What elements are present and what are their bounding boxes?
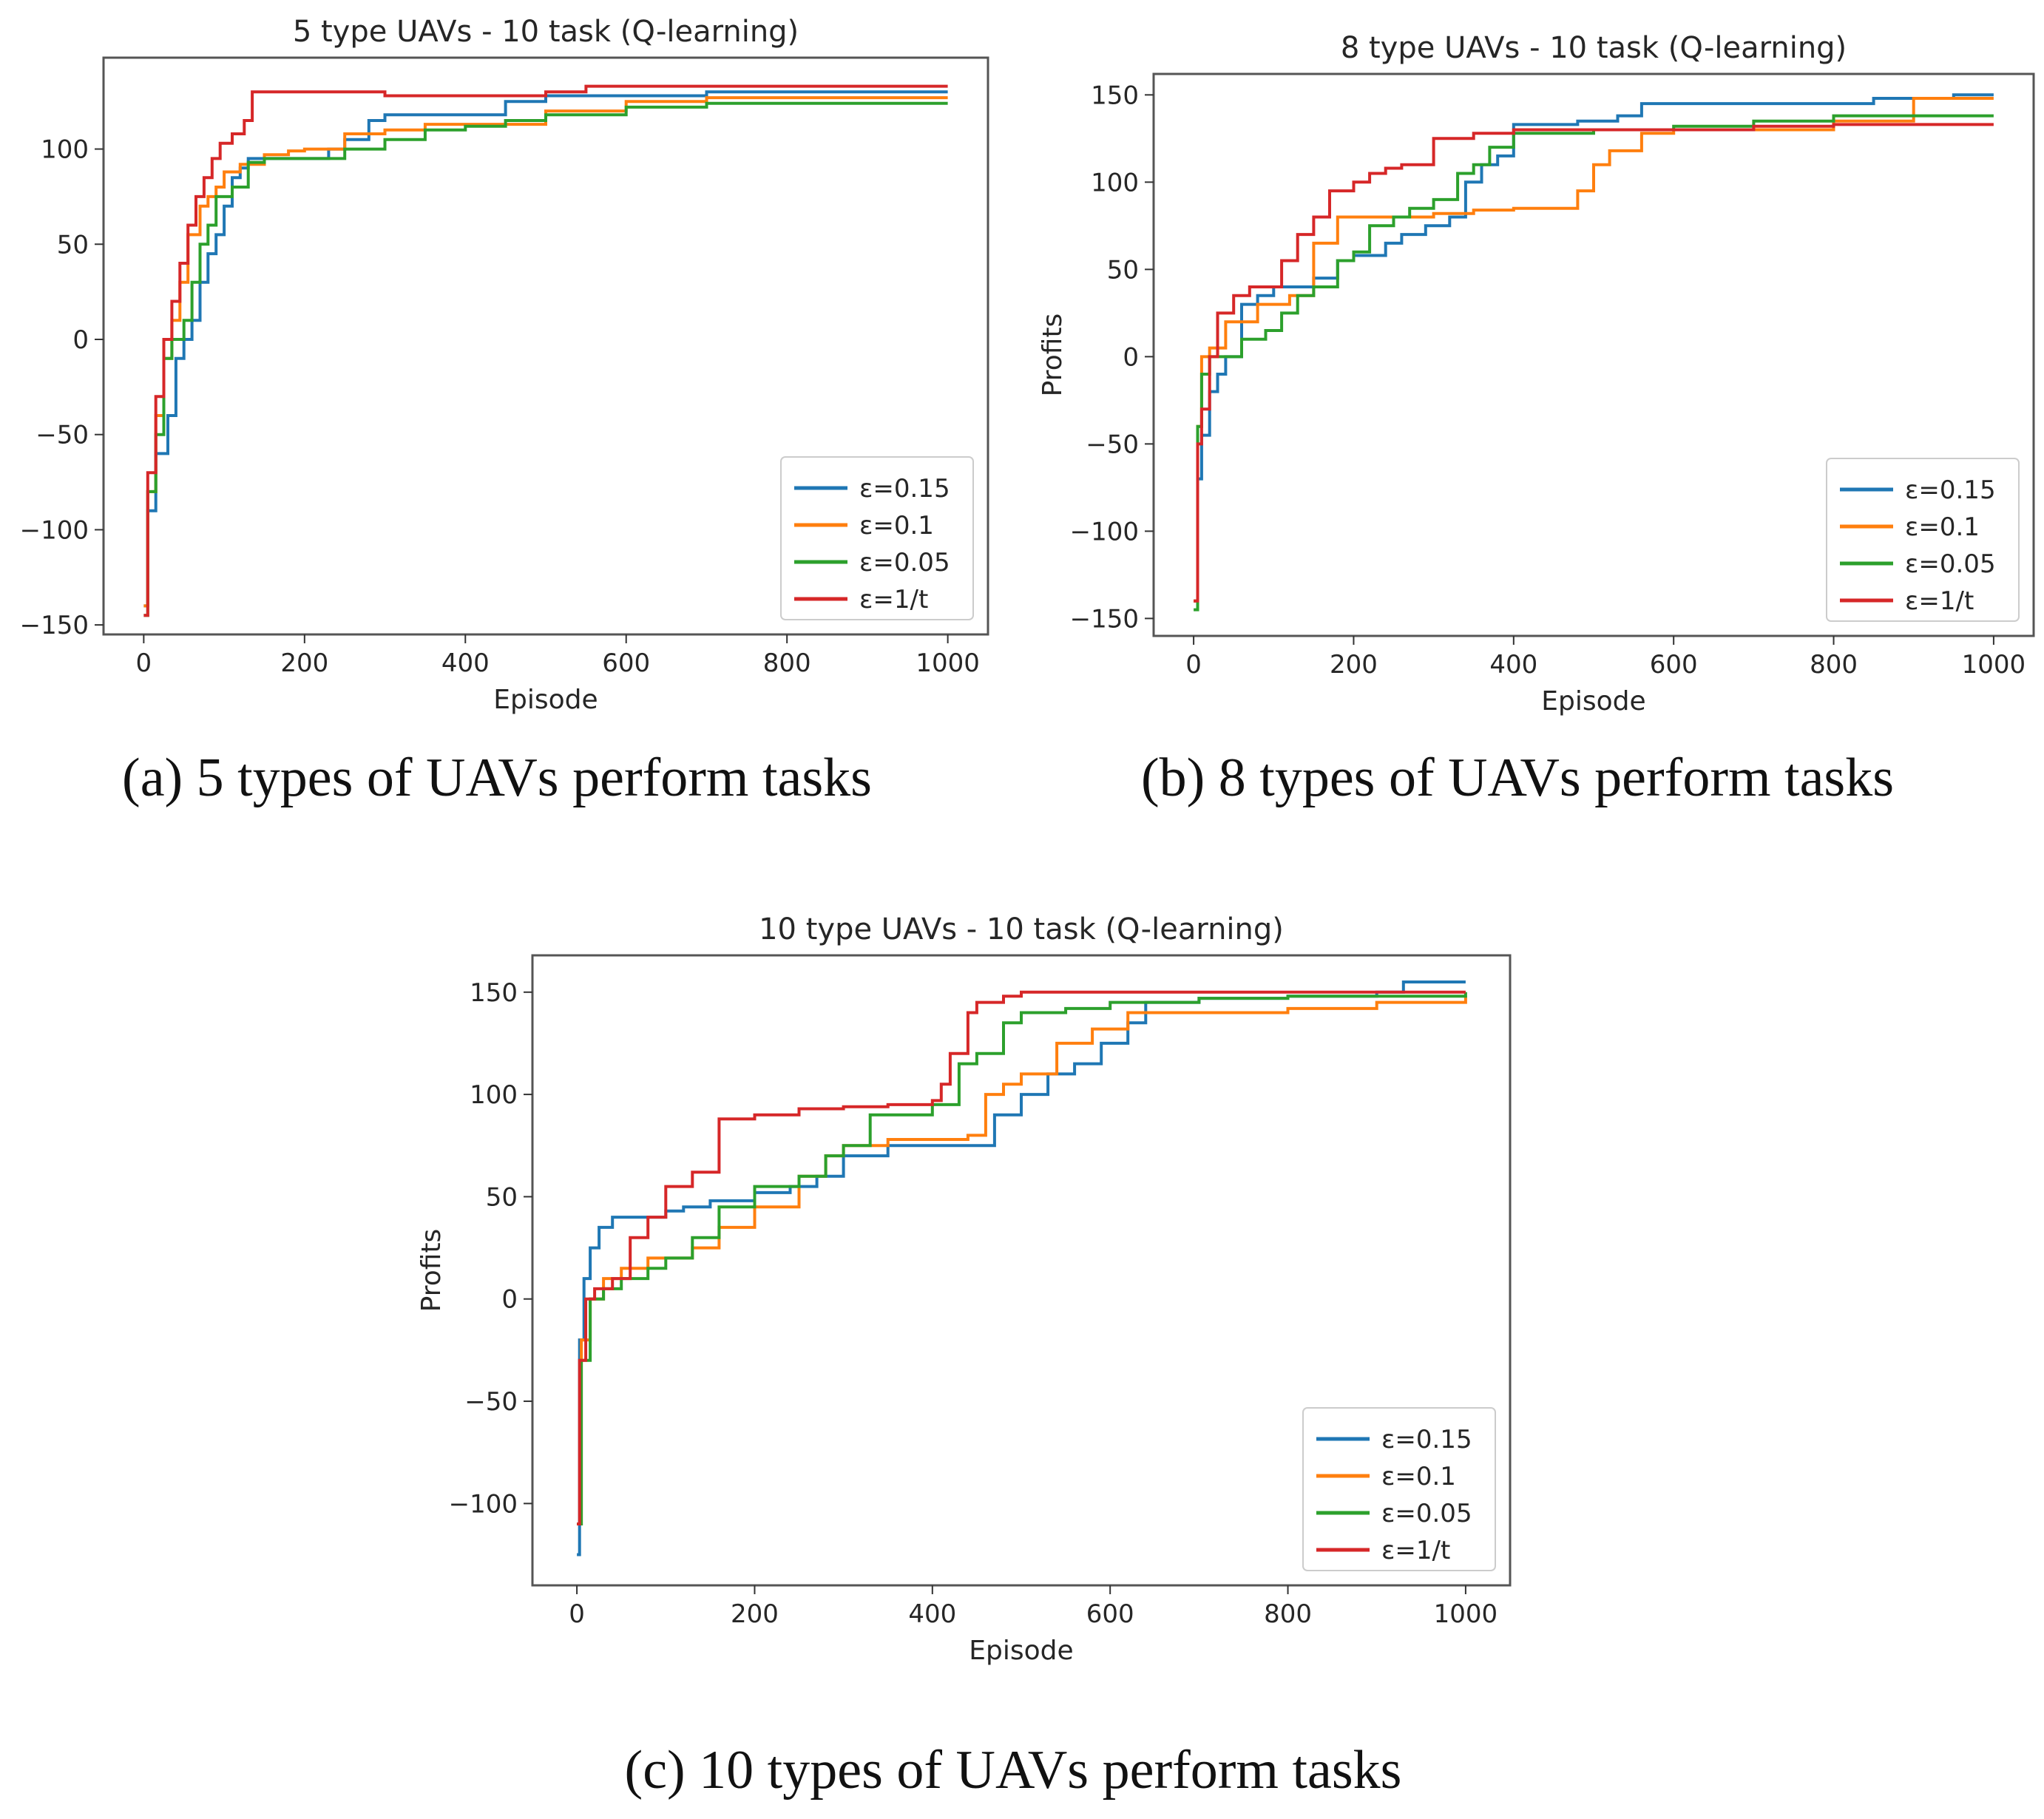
y-tick-label: 100	[470, 1080, 518, 1110]
chart-b: 8 type UAVs - 10 task (Q-learning) 0 200 40…	[1038, 31, 2035, 717]
legend-entry-4: ε=1/t	[859, 585, 928, 614]
caption-a: (a) 5 types of UAVs perform tasks	[122, 748, 872, 808]
series-line-4	[1194, 123, 1994, 603]
x-axis-label: Episode	[969, 1636, 1073, 1666]
legend-entry-1: ε=0.15	[1905, 475, 1996, 505]
y-tick-label: −50	[464, 1387, 518, 1417]
y-tick-label: −50	[35, 421, 89, 450]
y-tick-label: 0	[501, 1285, 518, 1315]
y-axis-label: Profits	[1038, 314, 1068, 397]
y-tick-label: 100	[41, 135, 89, 165]
legend-box	[1826, 458, 2020, 622]
chart-title: 8 type UAVs - 10 task (Q-learning)	[1341, 31, 1847, 65]
series-line-4	[143, 84, 948, 617]
series-line-1	[1194, 93, 1994, 603]
legend-box	[1302, 1407, 1496, 1571]
series-line-3	[143, 101, 948, 617]
x-tick-label: 200	[280, 648, 328, 678]
y-tick-label: −100	[449, 1489, 518, 1519]
x-tick-label: 400	[908, 1599, 956, 1629]
x-tick-label: 800	[1810, 650, 1858, 680]
y-tick-label: 100	[1091, 168, 1139, 197]
series-line-2	[1194, 97, 1994, 603]
x-tick-label: 1000	[1962, 650, 2026, 680]
y-axis-label: Profits	[416, 1229, 447, 1312]
x-tick-label: 600	[602, 648, 650, 678]
x-tick-label: 600	[1650, 650, 1698, 680]
x-tick-label: 800	[1264, 1599, 1312, 1629]
y-tick-label: −100	[20, 515, 89, 545]
series-line-3	[577, 992, 1467, 1525]
y-tick-label: 50	[486, 1182, 518, 1212]
legend-entry-2: ε=0.1	[1905, 512, 1980, 542]
chart-a: 5 type UAVs - 10 task (Q-learning) 0 200 40…	[20, 15, 989, 715]
series-line-3	[1194, 114, 1994, 612]
x-tick-label: 600	[1086, 1599, 1134, 1629]
x-axis-label: Episode	[493, 685, 598, 715]
caption-b: (b) 8 types of UAVs perform tasks	[1140, 748, 1895, 808]
chart-c: 10 type UAVs - 10 task (Q-learning) 0 200 4…	[416, 912, 1512, 1666]
y-tick-label: 0	[72, 325, 89, 355]
x-tick-label: 400	[1489, 650, 1537, 680]
y-tick-label: −100	[1070, 517, 1139, 546]
y-tick-label: 150	[1091, 81, 1139, 110]
x-tick-label: 400	[441, 648, 490, 678]
x-tick-label: 1000	[916, 648, 980, 678]
legend-entry-1: ε=0.15	[859, 474, 950, 504]
x-tick-label: 0	[569, 1599, 585, 1629]
x-tick-label: 800	[763, 648, 811, 678]
legend-box	[780, 456, 974, 620]
chart-title: 5 type UAVs - 10 task (Q-learning)	[293, 15, 799, 49]
y-tick-label: −150	[1070, 604, 1139, 634]
y-tick-label: −50	[1086, 430, 1139, 459]
caption-c: (c) 10 types of UAVs perform tasks	[624, 1740, 1402, 1801]
legend-entry-4: ε=1/t	[1381, 1536, 1450, 1565]
y-tick-label: 0	[1123, 342, 1139, 372]
x-tick-label: 200	[731, 1599, 779, 1629]
legend-entry-3: ε=0.05	[859, 548, 950, 577]
y-tick-label: 50	[1107, 255, 1139, 285]
series-line-4	[577, 990, 1466, 1525]
x-axis-label: Episode	[1541, 686, 1645, 717]
legend-entry-4: ε=1/t	[1905, 586, 1974, 616]
legend-entry-3: ε=0.05	[1381, 1499, 1472, 1528]
legend-entry-1: ε=0.15	[1381, 1425, 1472, 1454]
legend-entry-3: ε=0.05	[1905, 549, 1996, 579]
x-tick-label: 1000	[1434, 1599, 1498, 1629]
chart-title: 10 type UAVs - 10 task (Q-learning)	[759, 912, 1284, 946]
x-tick-label: 0	[1185, 650, 1202, 680]
x-tick-label: 200	[1330, 650, 1378, 680]
x-tick-label: 0	[136, 648, 152, 678]
legend-entry-2: ε=0.1	[859, 511, 934, 541]
y-tick-label: 150	[470, 978, 518, 1008]
y-tick-label: 50	[57, 230, 89, 260]
y-tick-label: −150	[20, 611, 89, 640]
legend-entry-2: ε=0.1	[1381, 1462, 1456, 1491]
